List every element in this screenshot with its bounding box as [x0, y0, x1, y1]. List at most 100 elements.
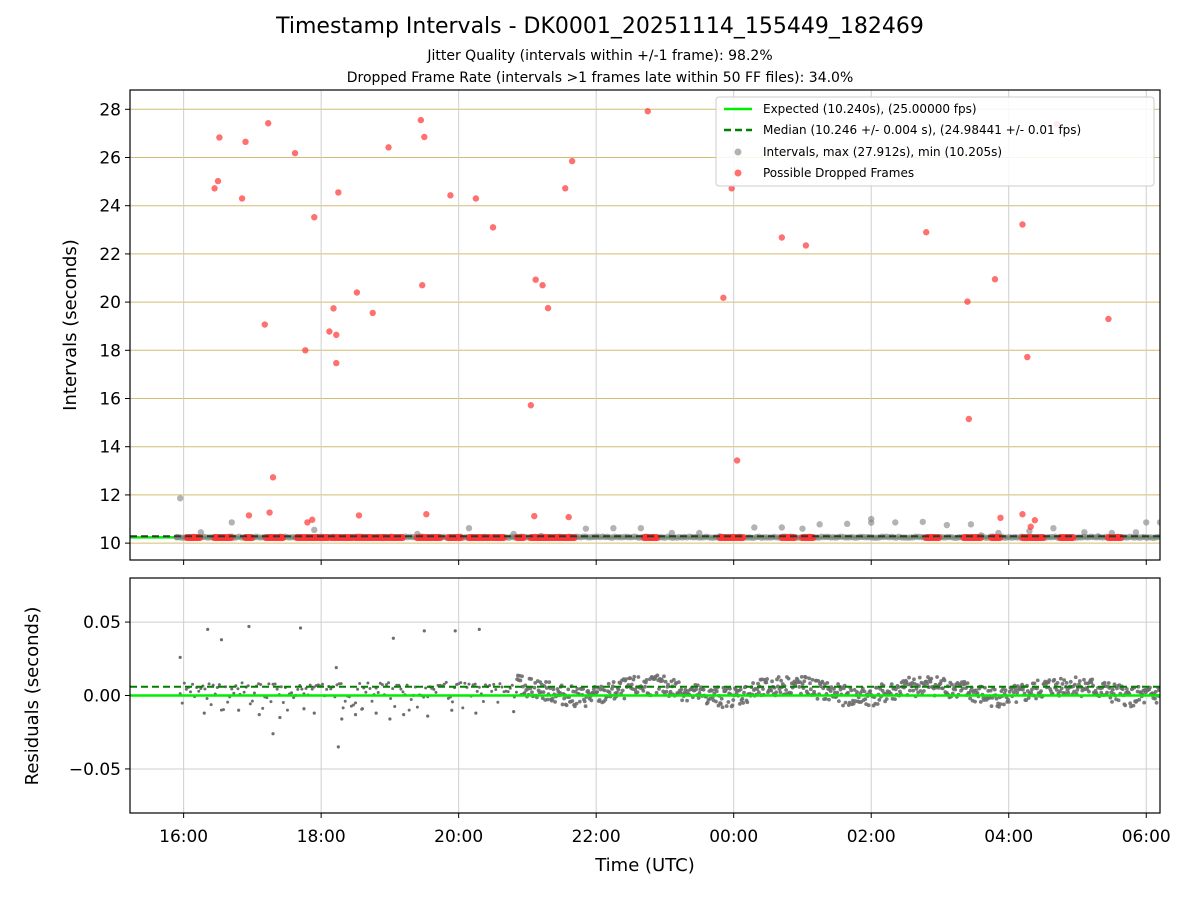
dropped-frame-point — [245, 512, 253, 519]
residual-point — [247, 624, 251, 629]
dropped-frame-point — [996, 533, 1004, 542]
residual-point — [606, 681, 611, 686]
residual-point — [724, 704, 729, 708]
residual-point — [799, 674, 804, 679]
residual-point — [1120, 687, 1125, 692]
residual-point — [467, 682, 471, 686]
interval-point — [816, 521, 823, 528]
residual-point — [1064, 680, 1069, 685]
dropped-frame-point — [923, 229, 930, 236]
residual-point — [510, 683, 514, 687]
residual-point — [222, 708, 226, 712]
dropped-frame-point — [447, 192, 454, 199]
dropped-frame-point — [964, 298, 971, 305]
residual-point — [343, 699, 347, 703]
dropped-frame-point — [423, 511, 430, 518]
dropped-frame-point — [976, 533, 985, 542]
residual-point — [341, 706, 345, 710]
residual-point — [300, 687, 304, 691]
residual-point — [1002, 702, 1006, 707]
residual-point — [998, 702, 1003, 707]
residual-point — [789, 691, 793, 695]
residual-point — [399, 687, 403, 691]
residual-point — [477, 685, 481, 689]
residual-point — [415, 705, 419, 709]
residual-point — [992, 687, 997, 692]
interval-point — [1050, 524, 1057, 532]
interval-point — [967, 521, 975, 528]
residual-point — [779, 678, 784, 683]
dropped-frame-point — [778, 234, 786, 241]
residual-point — [368, 686, 372, 690]
residual-point — [849, 688, 854, 693]
residual-point — [409, 697, 413, 701]
interval-point — [197, 529, 205, 536]
dropped-frame-point — [302, 347, 309, 354]
residual-point — [336, 745, 340, 749]
residual-point — [407, 708, 411, 712]
intervals-y-tick-label: 10 — [99, 534, 121, 554]
dropped-frame-point — [565, 513, 572, 521]
residual-point — [816, 678, 821, 683]
residual-point — [329, 687, 333, 691]
residual-point — [189, 690, 193, 694]
residual-point — [199, 687, 203, 691]
residual-point — [292, 696, 296, 700]
residual-point — [572, 704, 577, 709]
residual-point — [1015, 690, 1020, 695]
dropped-frame-point — [269, 474, 277, 481]
residual-point — [632, 674, 637, 679]
residual-point — [641, 688, 646, 693]
dropped-frame-point — [739, 533, 747, 542]
residual-point — [589, 698, 594, 703]
residual-point — [714, 689, 719, 694]
residual-point — [1089, 680, 1094, 685]
dropped-frame-point — [1019, 511, 1026, 518]
residual-point — [450, 700, 454, 704]
residual-point — [942, 678, 947, 683]
residual-point — [827, 697, 831, 702]
residual-point — [426, 714, 430, 718]
dropped-frame-point — [1024, 353, 1031, 361]
residual-point — [1052, 677, 1057, 682]
residual-point — [1153, 696, 1157, 701]
residual-point — [926, 675, 930, 679]
residual-point — [1013, 687, 1018, 692]
residual-point — [1035, 678, 1040, 683]
residual-point — [832, 687, 836, 691]
residual-point — [988, 688, 993, 693]
subtitle-jitter-quality: Jitter Quality (intervals within +/-1 fr… — [427, 48, 773, 64]
residual-point — [843, 700, 848, 705]
interval-point — [610, 524, 617, 532]
chart-title: Timestamp Intervals - DK0001_20251114_15… — [276, 14, 924, 39]
residual-point — [219, 638, 224, 642]
residual-point — [1072, 682, 1077, 687]
x-tick-label: 22:00 — [572, 827, 621, 847]
intervals-y-tick-label: 16 — [99, 390, 121, 410]
residual-point — [925, 681, 930, 686]
x-tick-label: 00:00 — [709, 827, 758, 847]
residual-point — [825, 680, 830, 685]
residual-point — [544, 686, 549, 690]
residual-point — [668, 689, 673, 694]
residual-point — [547, 680, 552, 684]
dropped-frame-point — [242, 138, 249, 146]
residual-point — [1087, 689, 1091, 694]
residual-point — [737, 701, 742, 706]
residual-point — [863, 697, 868, 702]
dropped-frame-point — [568, 157, 576, 165]
residual-point — [912, 677, 916, 682]
residual-point — [450, 708, 454, 712]
residual-point — [496, 700, 500, 704]
interval-point — [751, 524, 758, 531]
dropped-frame-point — [1027, 523, 1034, 530]
residual-point — [618, 681, 623, 686]
residual-point — [240, 681, 244, 685]
residual-point — [296, 687, 300, 691]
residual-point — [202, 711, 206, 715]
residual-point — [205, 696, 209, 700]
residual-point — [520, 674, 524, 679]
dropped-frame-point — [991, 276, 999, 283]
interval-point — [668, 529, 676, 537]
residual-point — [967, 691, 972, 695]
